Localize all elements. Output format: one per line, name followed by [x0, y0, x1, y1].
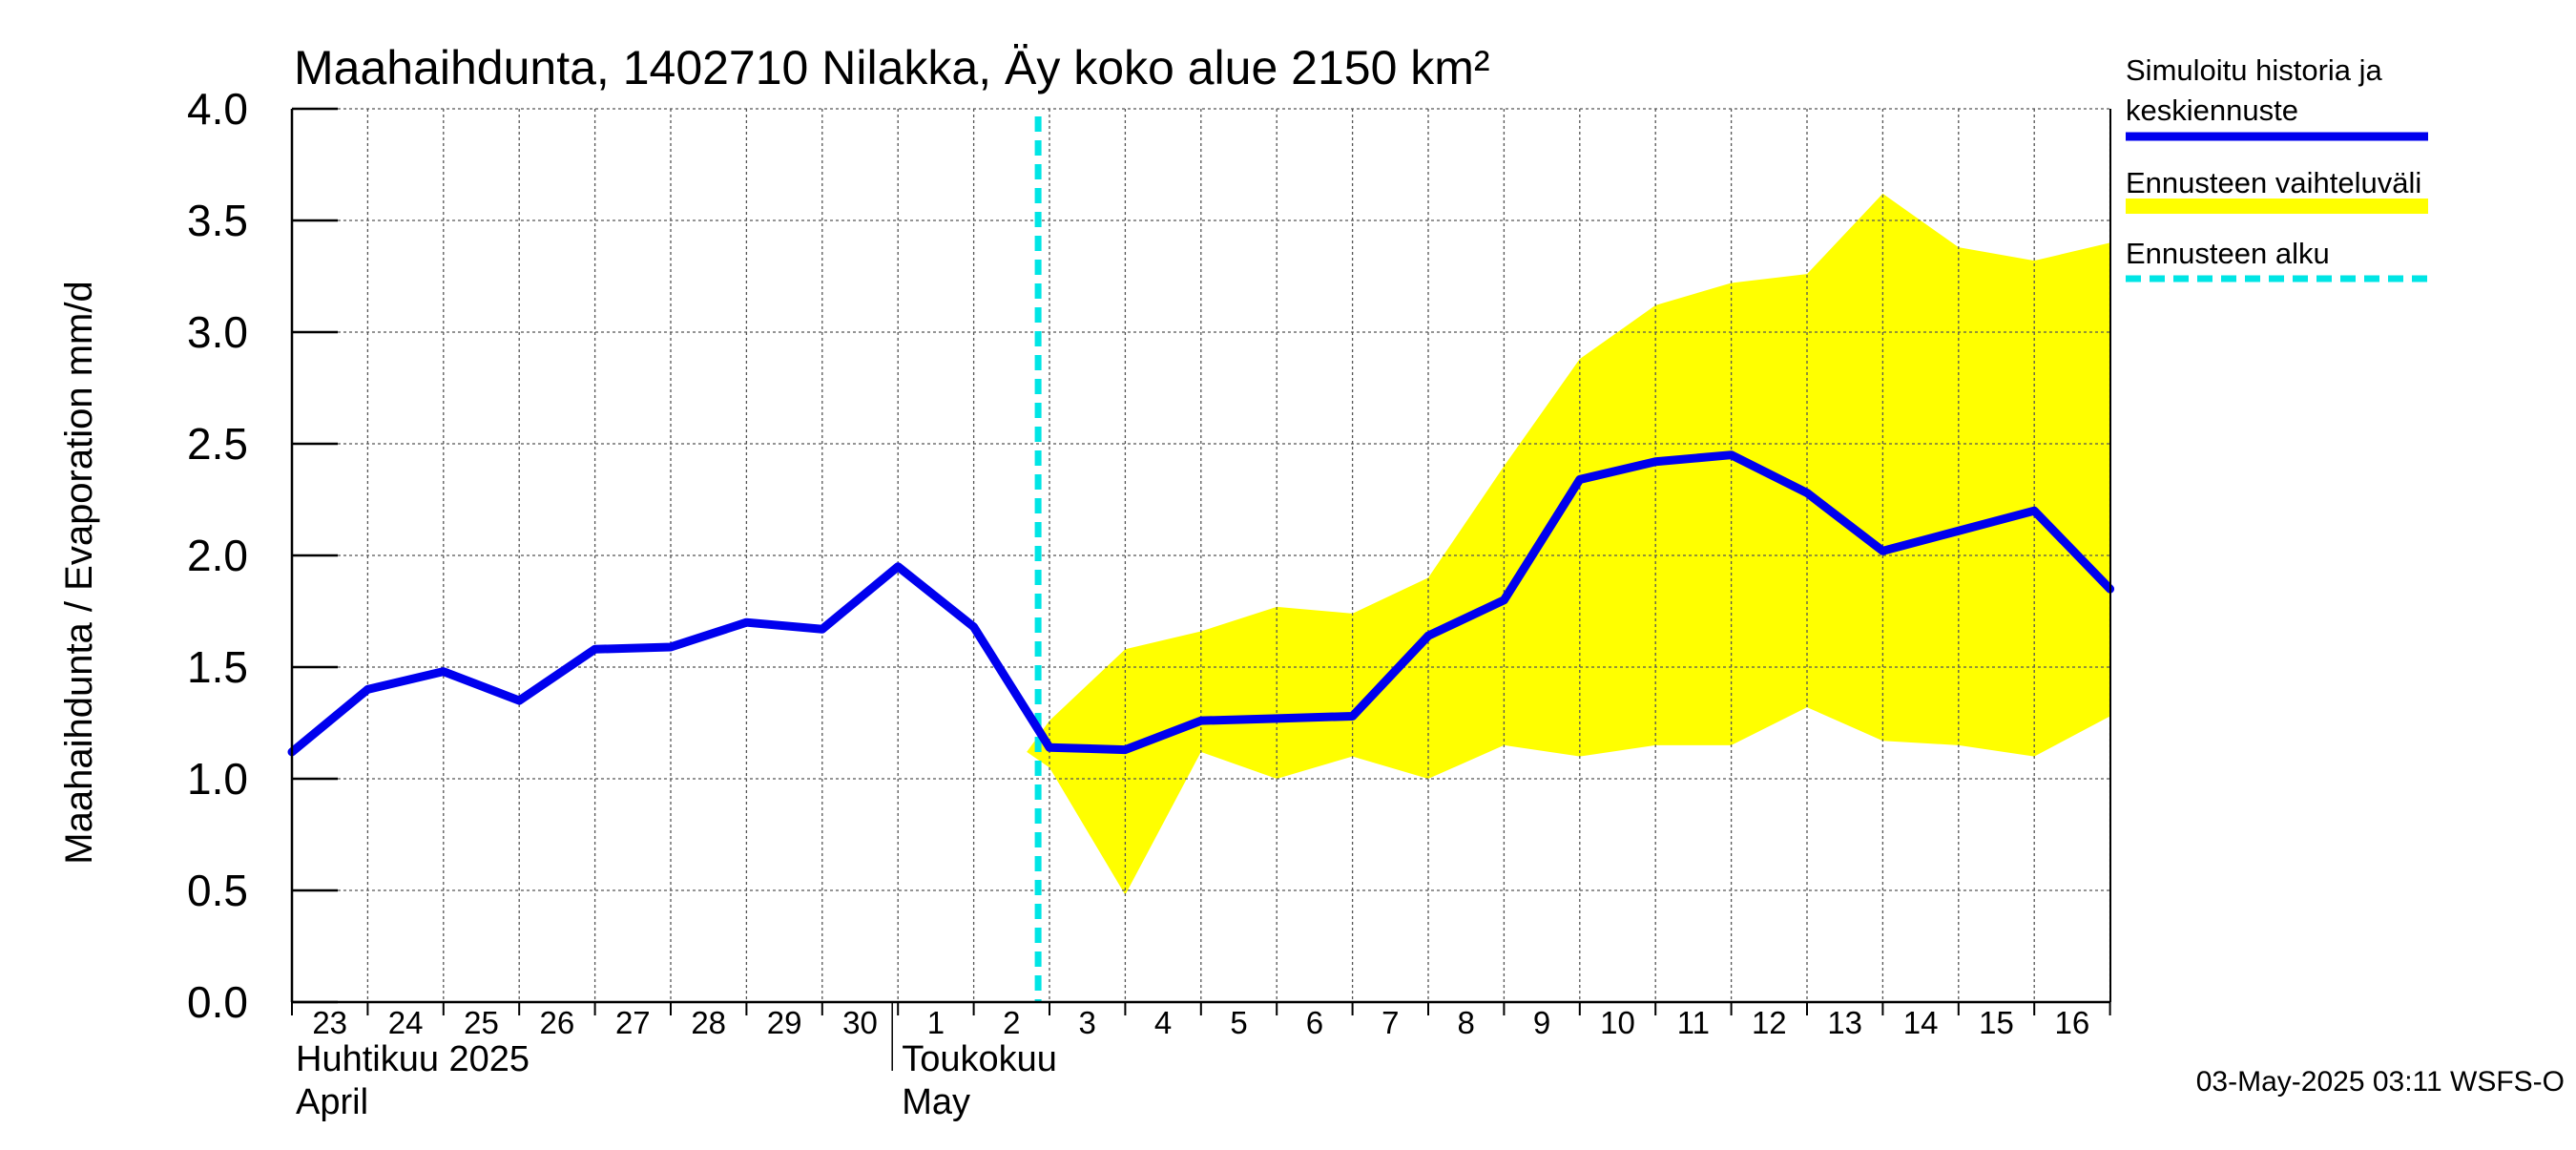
- axes-layer: [290, 107, 2111, 1071]
- legend-label: Ennusteen alku: [2126, 237, 2330, 270]
- x-tick-label: 26: [540, 1005, 575, 1040]
- x-tick-label: 5: [1230, 1005, 1247, 1040]
- y-tick-label: 2.5: [187, 419, 248, 469]
- footer-timestamp: 03-May-2025 03:11 WSFS-O: [2196, 1066, 2565, 1098]
- x-tick-label: 10: [1600, 1005, 1635, 1040]
- y-tick-label: 1.0: [187, 754, 248, 804]
- x-tick-label: 14: [1903, 1005, 1939, 1040]
- legend-label: Simuloitu historia ja: [2126, 53, 2383, 87]
- x-tick-label: 8: [1458, 1005, 1475, 1040]
- x-tick-label: 2: [1003, 1005, 1020, 1040]
- y-axis-label: Maahaihdunta / Evaporation mm/d: [58, 281, 100, 864]
- x-tick-label: 29: [767, 1005, 802, 1040]
- y-tick-label: 3.0: [187, 307, 248, 357]
- x-tick-label: 7: [1381, 1005, 1399, 1040]
- y-tick-label: 0.5: [187, 866, 248, 915]
- grid-layer: [292, 108, 2111, 1002]
- x-tick-label: 24: [388, 1005, 424, 1040]
- x-tick-label: 1: [927, 1005, 945, 1040]
- x-tick-label: 3: [1079, 1005, 1096, 1040]
- month-label: Huhtikuu 2025: [296, 1039, 530, 1079]
- series-layer: [287, 450, 2115, 757]
- month-label-english: May: [902, 1082, 970, 1122]
- y-tick-label: 4.0: [187, 84, 248, 134]
- x-tick-label: 6: [1306, 1005, 1323, 1040]
- x-tick-label: 9: [1533, 1005, 1550, 1040]
- month-label-english: April: [296, 1082, 368, 1122]
- x-tick-label: 11: [1677, 1005, 1710, 1040]
- x-tick-label: 25: [464, 1005, 499, 1040]
- x-tick-label: 30: [842, 1005, 878, 1040]
- legend-label: Ennusteen vaihteluväli: [2126, 166, 2421, 199]
- x-tick-label: 27: [615, 1005, 651, 1040]
- y-tick-label: 2.0: [187, 531, 248, 580]
- x-tick-label: 4: [1154, 1005, 1172, 1040]
- month-label: Toukokuu: [902, 1039, 1057, 1079]
- y-tick-label: 1.5: [187, 642, 248, 692]
- x-tick-label: 16: [2055, 1005, 2090, 1040]
- chart-title: Maahaihdunta, 1402710 Nilakka, Äy koko a…: [294, 41, 1490, 94]
- x-tick-label: 23: [312, 1005, 347, 1040]
- x-tick-label: 15: [1979, 1005, 2014, 1040]
- x-tick-label: 13: [1827, 1005, 1862, 1040]
- text-layer: Maahaihdunta, 1402710 Nilakka, Äy koko a…: [58, 41, 2565, 1122]
- x-tick-label: 12: [1752, 1005, 1787, 1040]
- legend: Simuloitu historia ja keskiennuste Ennuste…: [2126, 53, 2428, 282]
- series-line-evaporation: [287, 450, 2115, 757]
- x-tick-label: 28: [691, 1005, 726, 1040]
- y-tick-label: 3.5: [187, 196, 248, 245]
- y-tick-label: 0.0: [187, 977, 248, 1027]
- legend-label-line2: keskiennuste: [2126, 94, 2298, 127]
